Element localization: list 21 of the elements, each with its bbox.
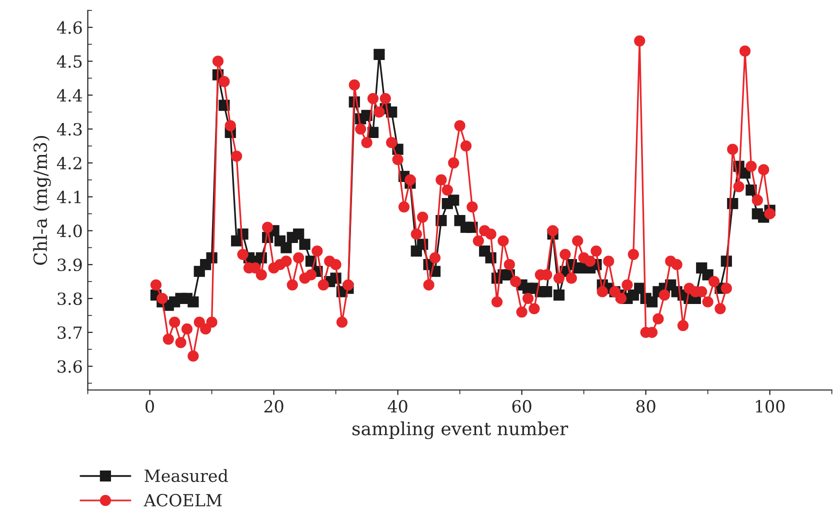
x-tick-label: 100: [756, 400, 785, 413]
y-tick-label: 4.1: [56, 190, 81, 204]
y-tick-label: 4.5: [56, 55, 82, 68]
legend-label: ACOELM: [144, 494, 222, 507]
y-tick-label: 3.9: [58, 258, 82, 272]
x-tick-label: 80: [636, 400, 656, 413]
x-tick-label: 0: [146, 400, 154, 413]
y-tick-label: 4.4: [56, 89, 82, 102]
x-axis-title: sampling event number: [352, 421, 568, 440]
y-tick-label: 4.0: [56, 224, 82, 238]
x-tick-label: 60: [512, 400, 532, 413]
x-tick-label: 40: [388, 400, 408, 413]
y-tick-label: 4.2: [56, 156, 82, 170]
y-tick-label: 4.6: [56, 21, 82, 34]
y-tick-label: 3.7: [58, 326, 82, 339]
y-axis-title: Chl-a (mg/m3): [33, 136, 51, 265]
legend-label: Measured: [144, 469, 228, 482]
y-tick-label: 4.3: [56, 122, 82, 136]
x-tick-label: 20: [264, 400, 284, 413]
y-tick-label: 3.8: [58, 292, 82, 306]
y-tick-label: 3.6: [58, 360, 82, 373]
